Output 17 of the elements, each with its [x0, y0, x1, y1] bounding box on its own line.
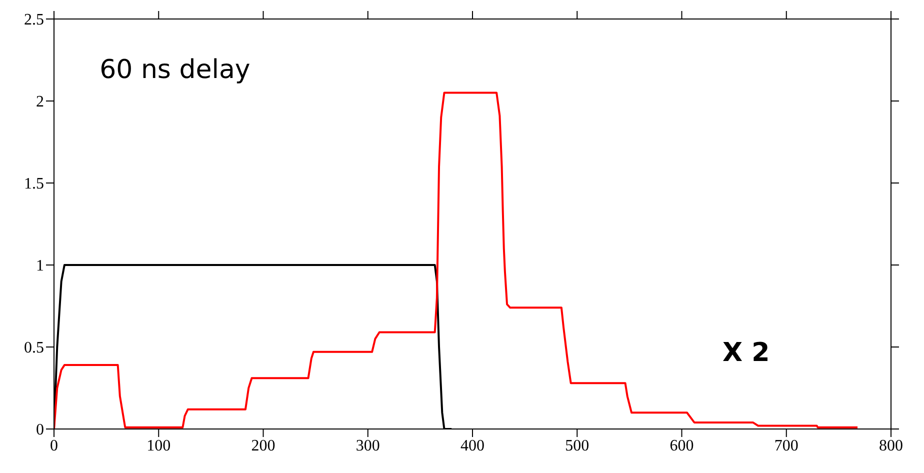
x-tick-label: 700	[774, 437, 798, 454]
x-tick-label: 800	[879, 437, 903, 454]
x-tick-label: 300	[356, 437, 380, 454]
annotation: X 2	[722, 338, 770, 368]
y-tick-label: 0.5	[24, 340, 44, 357]
x-tick-label: 0	[50, 437, 58, 454]
y-tick-label: 2.5	[24, 12, 44, 29]
y-tick-label: 1	[36, 258, 44, 275]
x-tick-label: 500	[565, 437, 590, 454]
y-tick-label: 1.5	[24, 176, 44, 193]
x-tick-label: 400	[460, 437, 484, 454]
x-tick-label: 200	[251, 437, 276, 454]
x-tick-label: 100	[146, 437, 171, 454]
y-tick-label: 2	[36, 94, 44, 111]
y-tick-label: 0	[36, 422, 44, 439]
x-tick-label: 600	[670, 437, 694, 454]
annotation: 60 ns delay	[100, 54, 250, 84]
